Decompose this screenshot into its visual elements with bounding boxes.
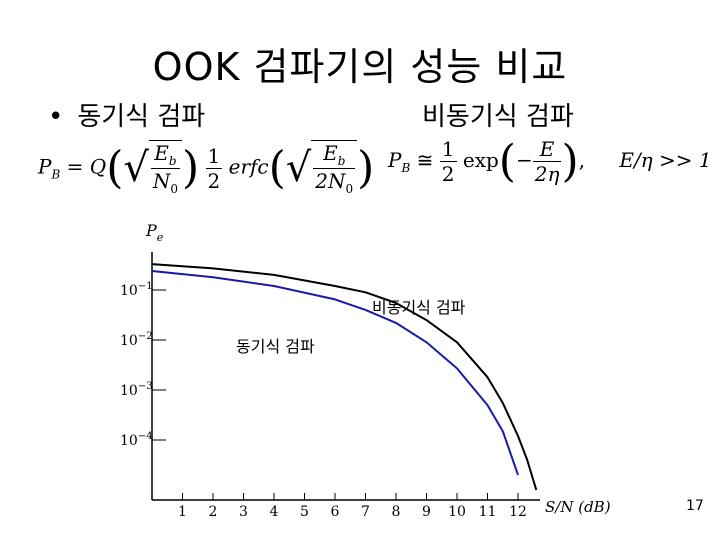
formula-eb2: E	[323, 141, 338, 165]
x-tick-label: 8	[392, 504, 401, 520]
x-tick-label: 5	[300, 504, 309, 520]
y-tick-label: 10−1	[120, 281, 153, 299]
formula-2n0-sub: 0	[345, 182, 354, 196]
chart-axes	[151, 252, 540, 501]
x-tick-label: 7	[361, 504, 370, 520]
formula-half-den: 2	[207, 168, 221, 193]
formula-r-approx: ≅	[416, 148, 434, 172]
formula-n0-sub: 0	[170, 182, 178, 196]
x-axis-label: S/N (dB)	[545, 498, 611, 516]
formula-r-e: E	[539, 137, 555, 161]
formula-r-lhs-sub: B	[401, 161, 411, 175]
formula-lhs-sub: B	[51, 167, 61, 182]
left-heading: 동기식 검파	[77, 102, 206, 132]
formula-r-half-num: 1	[439, 137, 457, 162]
x-tick-label: 11	[479, 504, 497, 520]
bullet-marker: •	[48, 102, 64, 132]
formula-r-comma: ,	[578, 148, 585, 172]
x-tick-label: 10	[448, 504, 466, 520]
x-tick-label: 2	[209, 504, 218, 520]
x-tick-label: 3	[239, 504, 248, 520]
formula-r-exp: exp	[462, 148, 499, 172]
x-tick-label: 9	[422, 504, 431, 520]
formula-2n0: 2N	[315, 169, 346, 193]
y-ticks: 10−1 10−2 10−3 10−4	[120, 281, 166, 449]
formula-eb2-sub: b	[337, 154, 346, 168]
series-line-coherent	[151, 270, 519, 476]
x-tick-label: 12	[509, 504, 527, 520]
x-ticks: 1 2 3 4 5 6 7 8 9 10 11 12	[178, 493, 527, 520]
left-heading-row: • 동기식 검파	[48, 96, 205, 133]
formula-erfc: erfc	[228, 154, 269, 179]
y-tick-label: 10−3	[120, 381, 153, 399]
series-label-coherent: 동기식 검파	[236, 337, 315, 356]
page-number: 17	[686, 498, 704, 514]
y-tick-label: 10−2	[120, 331, 153, 349]
formula-half-num: 1	[205, 143, 223, 169]
x-tick-label: 1	[178, 504, 187, 520]
formula-q: Q	[89, 154, 107, 179]
y-tick-label: 10−4	[120, 431, 153, 449]
formula-equals: =	[66, 154, 84, 179]
slide-title: OOK 검파기의 성능 비교	[152, 45, 568, 89]
right-heading: 비동기식 검파	[422, 102, 574, 132]
formula-eb: E	[154, 141, 169, 165]
series-label-noncoherent: 비동기식 검파	[372, 298, 466, 317]
formula-r-condition: E/η >> 1	[619, 148, 712, 172]
series-line-noncoherent	[151, 263, 538, 491]
formula-r-half-den: 2	[441, 162, 455, 186]
y-axis-label: Pe	[145, 221, 164, 244]
series-lines	[151, 263, 538, 491]
formula-r-2eta: 2η	[534, 162, 560, 186]
x-tick-label: 4	[270, 504, 279, 520]
formula-eb-sub: b	[168, 154, 177, 168]
formula-r-lhs: P	[388, 148, 402, 172]
formula-r-minus: −	[515, 148, 533, 172]
formula-lhs: P	[38, 154, 52, 179]
x-tick-label: 6	[331, 504, 340, 520]
formula-n0: N	[152, 169, 171, 193]
